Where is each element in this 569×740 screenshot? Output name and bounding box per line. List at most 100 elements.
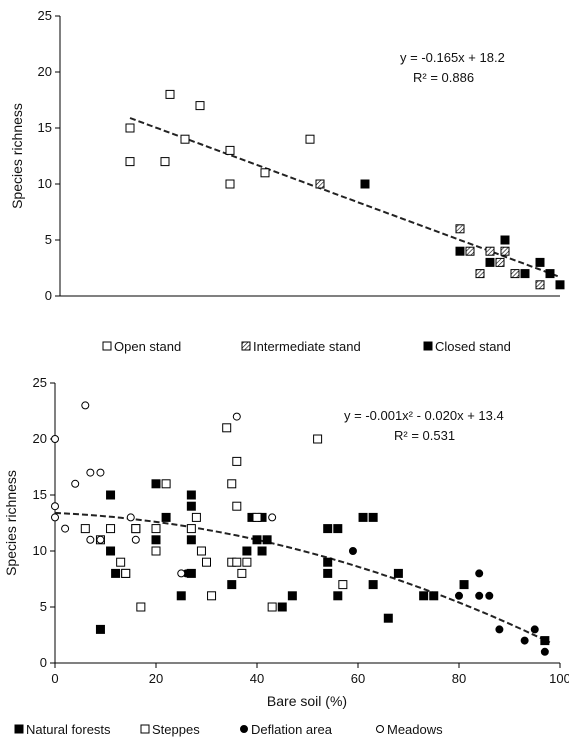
y-tick-label: 20 <box>38 64 52 79</box>
point-deflation-area <box>540 647 549 656</box>
point-intermediate-stand <box>475 269 485 279</box>
point-natural-forests <box>262 535 272 545</box>
point-closed-stand <box>485 257 495 267</box>
point-open-stand <box>160 157 170 167</box>
point-intermediate-stand <box>500 246 510 256</box>
point-natural-forests <box>419 591 429 601</box>
point-meadows <box>51 435 59 443</box>
point-meadows <box>131 535 140 544</box>
legend-marker-open-stand <box>102 341 112 351</box>
y-tick-label: 10 <box>33 543 47 558</box>
point-steppes <box>252 512 262 522</box>
point-deflation-area <box>520 636 529 645</box>
point-natural-forests <box>323 568 333 578</box>
legend-label-open-stand: Open stand <box>114 339 181 354</box>
legend-marker-deflation-area <box>240 725 248 733</box>
x-tick-label: 0 <box>51 671 58 686</box>
x-axis-title-bottom: Bare soil (%) <box>267 693 347 709</box>
point-steppes <box>267 602 277 612</box>
point-natural-forests <box>176 591 186 601</box>
point-natural-forests <box>151 535 161 545</box>
point-open-stand <box>125 123 135 133</box>
point-natural-forests <box>161 512 171 522</box>
point-open-stand <box>225 145 235 155</box>
point-natural-forests <box>186 501 196 511</box>
y-tick-label: 5 <box>45 232 52 247</box>
point-steppes <box>232 501 242 511</box>
point-intermediate-stand <box>485 246 495 256</box>
point-steppes <box>313 434 323 444</box>
point-intermediate-stand <box>535 280 545 290</box>
legend-label-meadows: Meadows <box>387 722 443 737</box>
point-deflation-area <box>475 569 484 578</box>
point-natural-forests <box>186 490 196 500</box>
legend-label-natural-forests: Natural forests <box>26 722 111 737</box>
point-natural-forests <box>393 568 403 578</box>
legend-marker-meadows <box>376 725 384 733</box>
x-tick-label: 80 <box>452 671 466 686</box>
point-steppes <box>207 591 217 601</box>
point-closed-stand <box>500 235 510 245</box>
point-steppes <box>136 602 146 612</box>
y-axis-title-top: Species richness <box>9 103 25 209</box>
point-steppes <box>106 524 116 534</box>
legend-marker-closed-stand <box>423 341 433 351</box>
legend-bottom: Natural forests Steppes Deflation area Mead… <box>14 722 443 737</box>
point-natural-forests <box>111 568 121 578</box>
point-natural-forests <box>368 512 378 522</box>
point-steppes <box>186 524 196 534</box>
point-closed-stand <box>545 269 555 279</box>
equation-top: y = -0.165x + 18.2 <box>400 50 505 65</box>
legend-top: Open stand Intermediate stand Closed stand <box>102 339 511 354</box>
point-steppes <box>151 546 161 556</box>
point-open-stand <box>225 179 235 189</box>
point-natural-forests <box>358 512 368 522</box>
r2-bottom: R² = 0.531 <box>394 428 455 443</box>
point-meadows <box>96 468 105 477</box>
point-meadows <box>61 524 70 533</box>
point-open-stand <box>195 101 205 111</box>
point-steppes <box>202 557 211 567</box>
points-top <box>125 89 565 290</box>
point-steppes <box>80 524 90 534</box>
y-ticks-top: 0 5 10 15 20 25 <box>38 8 60 303</box>
point-deflation-area <box>485 591 494 600</box>
y-tick-label: 0 <box>40 655 47 670</box>
y-tick-label: 10 <box>38 176 52 191</box>
point-natural-forests <box>333 524 343 534</box>
point-open-stand <box>180 134 190 144</box>
legend-label-intermediate-stand: Intermediate stand <box>253 339 361 354</box>
y-tick-label: 0 <box>45 288 52 303</box>
point-natural-forests <box>287 591 297 601</box>
point-natural-forests <box>333 591 343 601</box>
point-intermediate-stand <box>495 257 505 267</box>
y-tick-label: 15 <box>38 120 52 135</box>
y-tick-label: 20 <box>33 431 47 446</box>
point-natural-forests <box>151 479 161 489</box>
point-natural-forests <box>227 580 237 590</box>
point-steppes <box>191 512 201 522</box>
point-meadows <box>51 513 59 522</box>
chart-bottom: 0 5 10 15 20 25 0 20 40 60 80 100 Species richness… <box>3 375 569 737</box>
y-ticks-bottom: 0 5 10 15 20 25 <box>33 375 55 670</box>
point-deflation-area <box>530 625 539 634</box>
point-natural-forests <box>459 580 469 590</box>
point-meadows <box>86 468 95 477</box>
point-natural-forests <box>106 490 116 500</box>
point-natural-forests <box>383 613 393 623</box>
point-deflation-area <box>348 547 357 555</box>
point-natural-forests <box>257 546 267 556</box>
y-tick-label: 25 <box>38 8 52 23</box>
point-steppes <box>227 479 237 489</box>
point-steppes <box>338 580 348 590</box>
point-natural-forests <box>429 591 439 601</box>
point-natural-forests <box>95 624 105 634</box>
point-deflation-area <box>495 625 504 634</box>
x-tick-label: 60 <box>351 671 365 686</box>
point-meadows <box>268 513 277 522</box>
point-natural-forests <box>252 535 262 545</box>
point-steppes <box>232 557 242 567</box>
y-tick-label: 5 <box>40 599 47 614</box>
point-steppes <box>161 479 171 489</box>
point-meadows <box>51 502 59 511</box>
